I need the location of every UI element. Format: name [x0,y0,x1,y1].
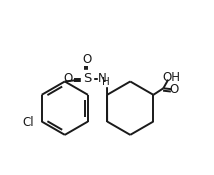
Text: OH: OH [162,71,180,84]
Text: Cl: Cl [23,116,34,129]
Text: O: O [63,72,72,85]
Text: H: H [102,77,110,87]
Text: N: N [98,72,107,85]
Text: S: S [83,72,91,85]
Text: O: O [83,53,92,66]
Text: O: O [169,83,179,96]
